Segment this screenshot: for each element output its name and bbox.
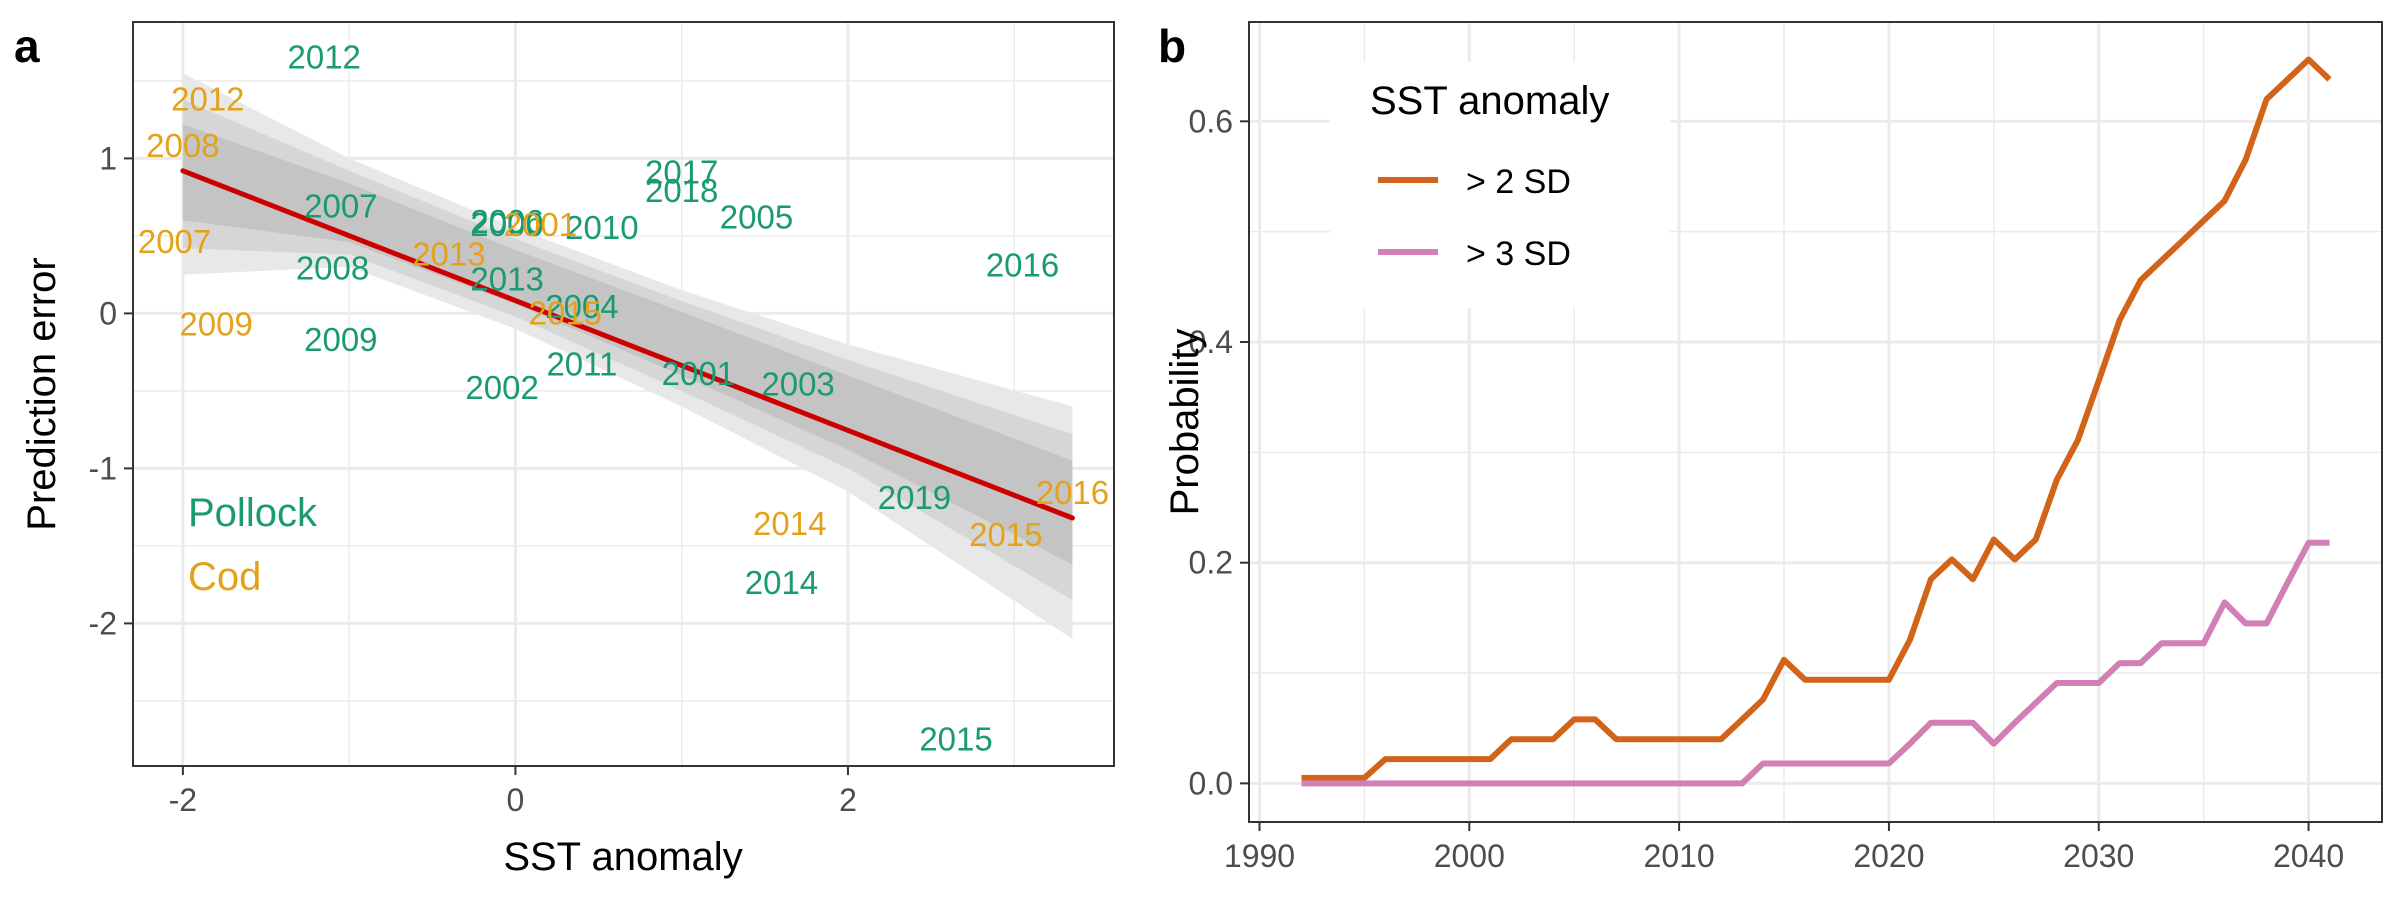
point-label-pollock: 2011 xyxy=(546,346,617,383)
y-tick-label: -1 xyxy=(89,450,117,486)
x-tick-label: 2030 xyxy=(2063,838,2134,874)
point-label-cod: 2015 xyxy=(529,294,602,331)
panel-b-border xyxy=(1248,21,2383,823)
point-label-cod: 2014 xyxy=(753,505,826,542)
legend-label-2sd: > 2 SD xyxy=(1466,163,1571,201)
point-label-pollock: 2018 xyxy=(645,172,718,209)
y-tick-label: -2 xyxy=(89,605,117,641)
y-tick-label: 1 xyxy=(99,140,117,176)
panel-a: 2012200720082009200620002013200220042011… xyxy=(14,20,1115,879)
point-label-pollock: 2014 xyxy=(745,564,818,601)
y-tick-label: 0.0 xyxy=(1189,765,1233,801)
panel-a-x-axis-title: SST anomaly xyxy=(503,835,742,879)
legend-title: SST anomaly xyxy=(1370,79,1609,123)
x-tick-label: 2010 xyxy=(1644,838,1715,874)
panel-b: 1990 2000 2010 2020 2030 2040 0.0 0.2 0.4 0.6 SS… xyxy=(1158,20,2383,874)
point-label-cod: 2009 xyxy=(179,305,252,342)
panel-b-y-axis: 0.0 0.2 0.4 0.6 xyxy=(1189,103,1249,801)
point-label-pollock: 2003 xyxy=(761,366,834,403)
x-tick-label: 2000 xyxy=(1434,838,1505,874)
point-label-pollock: 2006 xyxy=(470,203,543,240)
legend: SST anomaly > 2 SD > 3 SD xyxy=(1330,62,1670,308)
point-label-pollock: 2002 xyxy=(465,369,538,406)
point-label-cod: 2015 xyxy=(969,516,1042,553)
x-tick-label: -2 xyxy=(169,782,197,818)
point-label-pollock: 2000 xyxy=(470,206,543,243)
point-label-pollock: 2012 xyxy=(288,39,361,76)
point-label-cod: 2016 xyxy=(1036,474,1109,511)
x-tick-label: 2040 xyxy=(2273,838,2344,874)
species-label-pollock: Pollock xyxy=(188,491,318,535)
y-tick-label: 0.4 xyxy=(1189,324,1233,360)
y-tick-label: 0.6 xyxy=(1189,103,1233,139)
panel-a-border xyxy=(132,21,1115,767)
panel-a-regression-line xyxy=(180,168,1075,521)
panel-a-year-labels: 2012200720082009200620002013200220042011… xyxy=(138,39,1109,758)
point-label-pollock: 2019 xyxy=(878,479,951,516)
point-label-cod: 2001 xyxy=(504,206,577,243)
legend-label-3sd: > 3 SD xyxy=(1466,235,1571,273)
point-label-cod: 2012 xyxy=(171,81,244,118)
panel-b-series-lines xyxy=(1301,56,2332,787)
point-label-pollock: 2008 xyxy=(296,249,369,286)
panel-a-label: a xyxy=(14,20,40,72)
point-label-cod: 2008 xyxy=(146,127,219,164)
y-tick-label: 0 xyxy=(99,295,117,331)
legend-background xyxy=(1330,62,1670,308)
panel-a-y-axis: -2 -1 0 1 xyxy=(89,140,133,641)
point-label-pollock: 2013 xyxy=(470,260,543,297)
point-label-pollock: 2009 xyxy=(304,321,377,358)
point-label-pollock: 2015 xyxy=(919,721,992,758)
point-label-pollock: 2004 xyxy=(545,288,618,325)
point-label-cod: 2007 xyxy=(138,223,211,260)
series-line-3sd xyxy=(1301,539,2330,787)
panel-a-x-axis: -2 0 2 xyxy=(169,766,857,818)
x-tick-label: 2 xyxy=(839,782,857,818)
x-tick-label: 0 xyxy=(507,782,525,818)
point-label-pollock: 2016 xyxy=(986,246,1059,283)
point-label-cod: 2013 xyxy=(412,236,485,273)
species-label-cod: Cod xyxy=(188,555,261,599)
series-line-2sd xyxy=(1301,56,2332,781)
point-label-pollock: 2017 xyxy=(645,153,718,190)
point-label-pollock: 2001 xyxy=(662,355,735,392)
panel-a-y-axis-title: Prediction error xyxy=(20,257,64,530)
panel-b-label: b xyxy=(1158,20,1186,72)
x-tick-label: 2020 xyxy=(1853,838,1924,874)
point-label-pollock: 2007 xyxy=(304,187,377,224)
y-tick-label: 0.2 xyxy=(1189,545,1233,581)
panel-b-x-axis: 1990 2000 2010 2020 2030 2040 xyxy=(1224,822,2344,874)
x-tick-label: 1990 xyxy=(1224,838,1295,874)
panel-b-y-axis-title: Probability xyxy=(1163,329,1207,516)
point-label-pollock: 2005 xyxy=(720,198,793,235)
point-label-pollock: 2010 xyxy=(565,209,638,246)
